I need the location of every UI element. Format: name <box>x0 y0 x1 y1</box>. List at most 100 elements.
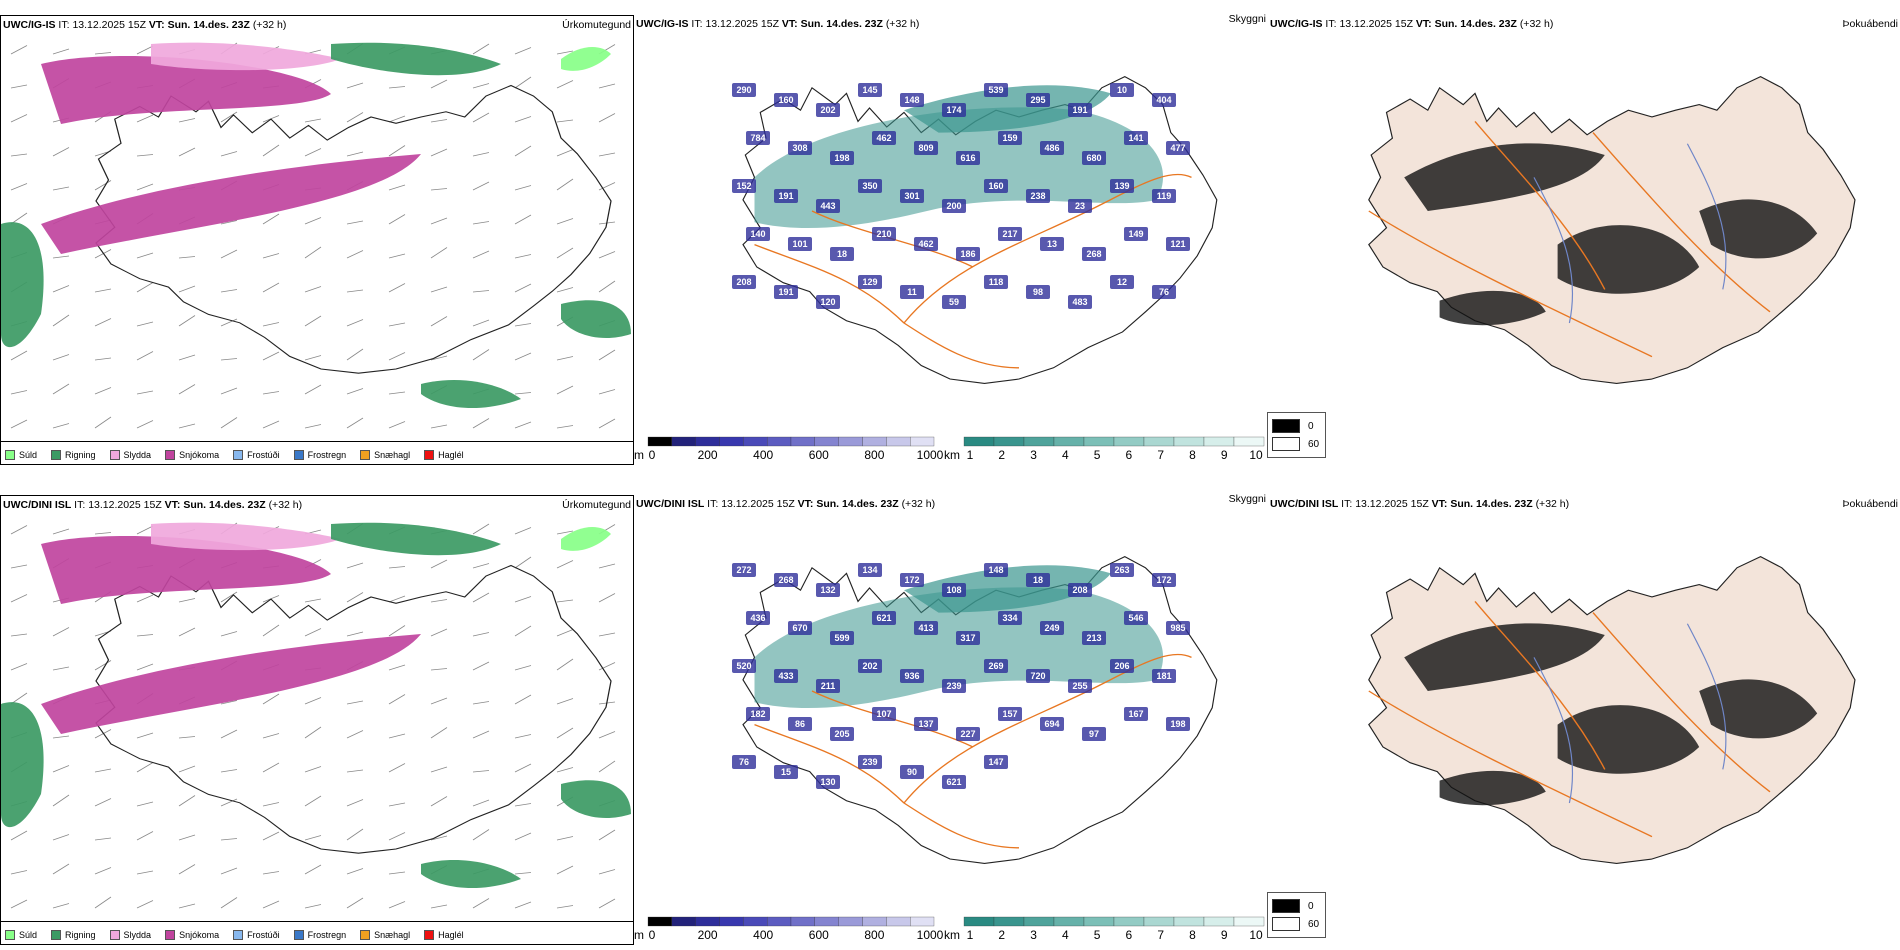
ceiling-cell <box>1110 179 1134 193</box>
legend-label: Rigning <box>65 450 96 460</box>
ceiling-cell <box>1124 131 1148 145</box>
panel-title: Skyggni <box>1228 493 1266 505</box>
wind-barb <box>10 183 28 191</box>
fog-legend-item: 0 <box>1272 897 1319 915</box>
ceiling-cell <box>816 295 840 309</box>
ceiling-cell <box>830 247 854 261</box>
legend-swatch <box>424 450 435 460</box>
wind-barb <box>514 763 532 773</box>
wind-barb <box>514 625 532 637</box>
visibility-tick: 3 <box>1030 448 1037 462</box>
wind-barb <box>346 897 364 909</box>
fog-map-svg <box>1368 555 1856 865</box>
ceiling-label: 141 <box>1128 133 1143 143</box>
ceiling-label: 86 <box>795 719 805 729</box>
visibility-colorbar-segment <box>963 916 995 927</box>
wind-barb <box>220 700 238 705</box>
wind-barb <box>262 253 280 259</box>
visibility-map-svg: 290 160 202 145 148 174 539 295 191 10 404 784 308 19… <box>732 75 1218 385</box>
wind-barb <box>472 701 490 705</box>
ceiling-unit: m <box>634 928 644 942</box>
wind-barb <box>94 896 112 909</box>
precip-area <box>1 702 44 828</box>
precip-legend-item: Frostúði <box>233 450 280 460</box>
wind-barb <box>136 114 154 123</box>
ceiling-colorbar-segment <box>647 916 672 927</box>
legend-label: Slydda <box>123 450 152 460</box>
wind-barb <box>346 730 364 739</box>
fog-map-svg <box>1368 75 1856 385</box>
ceiling-cell <box>942 583 966 597</box>
wind-barb <box>52 383 70 395</box>
ceiling-colorbar-segment <box>814 916 839 927</box>
ceiling-cell <box>858 563 882 577</box>
it-label: IT: <box>1341 498 1353 510</box>
precip-legend-item: Frostregn <box>293 930 346 940</box>
wind-barb <box>388 595 406 603</box>
wind-barb <box>472 319 490 327</box>
wind-barb <box>52 186 70 191</box>
precip-legend: Súld Rigning Slydda Snjókoma Frostúði Frostre… <box>5 930 464 940</box>
ceiling-cell <box>1082 247 1106 261</box>
it-label: IT: <box>691 18 703 30</box>
ceiling-cell <box>956 631 980 645</box>
wind-barb <box>388 352 406 361</box>
ceiling-label: 238 <box>1030 191 1045 201</box>
ceiling-label: 436 <box>750 613 765 623</box>
wind-barb <box>388 802 406 807</box>
wind-barb <box>304 384 322 395</box>
panel-header: UWC/DINI ISL IT: 13.12.2025 15Z VT: Sun.… <box>3 496 633 514</box>
legend-swatch <box>5 450 15 460</box>
wind-barb <box>262 733 280 739</box>
ceiling-label: 108 <box>946 585 961 595</box>
wind-barb <box>10 419 28 429</box>
wind-barb <box>514 556 532 569</box>
wind-barb <box>52 666 70 671</box>
visibility-colorbar-segment <box>1083 436 1115 447</box>
ceiling-label: 120 <box>820 297 835 307</box>
wind-barb <box>556 119 574 123</box>
ceiling-label: 13 <box>1047 239 1057 249</box>
ceiling-label: 443 <box>820 201 835 211</box>
precip-area <box>561 527 611 551</box>
ceiling-label: 217 <box>1002 229 1017 239</box>
ceiling-cell <box>1040 717 1064 731</box>
ceiling-cell <box>984 659 1008 673</box>
legend-swatch <box>1272 917 1300 931</box>
wind-barb <box>430 796 448 807</box>
legend-swatch <box>293 450 304 460</box>
it-label: IT: <box>58 19 70 31</box>
ceiling-label: 936 <box>904 671 919 681</box>
ceiling-cell <box>1110 83 1134 97</box>
ceiling-cell <box>1152 573 1176 587</box>
ceiling-label: 134 <box>862 565 877 575</box>
ceiling-cell <box>872 707 896 721</box>
ceiling-label: 140 <box>750 229 765 239</box>
visibility-tick: 3 <box>1030 928 1037 942</box>
ceiling-cell <box>1068 583 1092 597</box>
ceiling-cell <box>872 227 896 241</box>
visibility-tick: 6 <box>1126 448 1133 462</box>
lead-time: (+32 h) <box>268 499 303 511</box>
ceiling-tick: 0 <box>649 448 656 462</box>
ceiling-tick: 200 <box>698 928 718 942</box>
wind-barb <box>178 285 196 293</box>
ceiling-label: 621 <box>946 777 961 787</box>
wind-barb <box>10 692 28 705</box>
ceiling-cell <box>732 659 756 673</box>
ceiling-cell <box>1124 611 1148 625</box>
wind-barb <box>136 732 154 739</box>
wind-barb <box>10 899 28 909</box>
wind-barb <box>220 220 238 225</box>
wind-barb <box>514 421 532 429</box>
wind-barb <box>178 256 196 259</box>
wind-barb <box>430 188 448 191</box>
ceiling-colorbar-segment <box>886 436 911 447</box>
wind-barb <box>598 182 616 191</box>
ceiling-cell <box>732 179 756 193</box>
ceiling-cell <box>956 247 980 261</box>
ceiling-cell <box>732 83 756 97</box>
ceiling-cell <box>858 275 882 289</box>
legend-swatch <box>165 930 176 940</box>
ceiling-label: 239 <box>862 757 877 767</box>
